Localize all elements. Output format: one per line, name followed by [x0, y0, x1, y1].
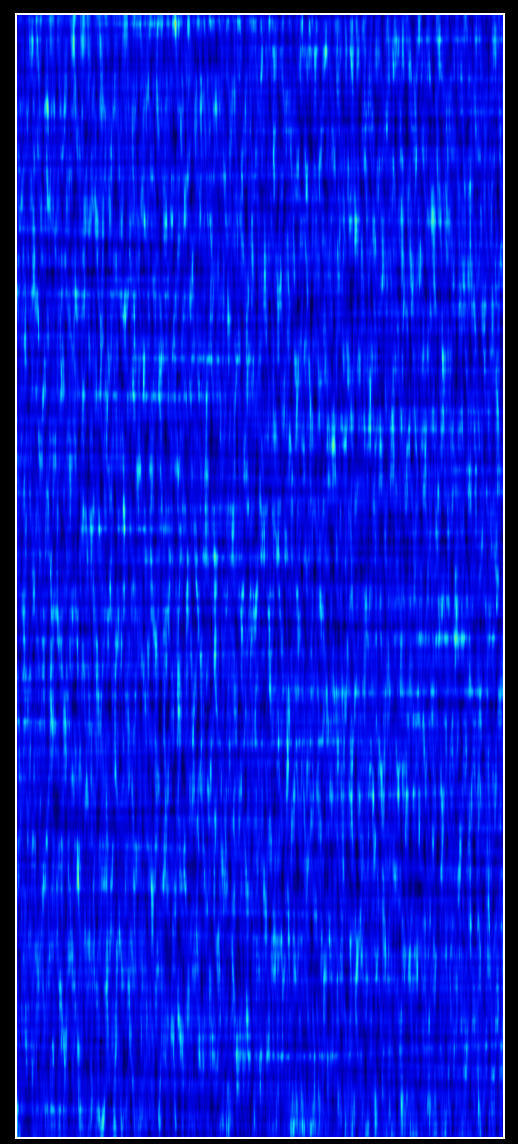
page: {} [0, 0, 518, 1144]
heatmap-cells [17, 15, 503, 1137]
heatmap-image [0, 0, 518, 1144]
